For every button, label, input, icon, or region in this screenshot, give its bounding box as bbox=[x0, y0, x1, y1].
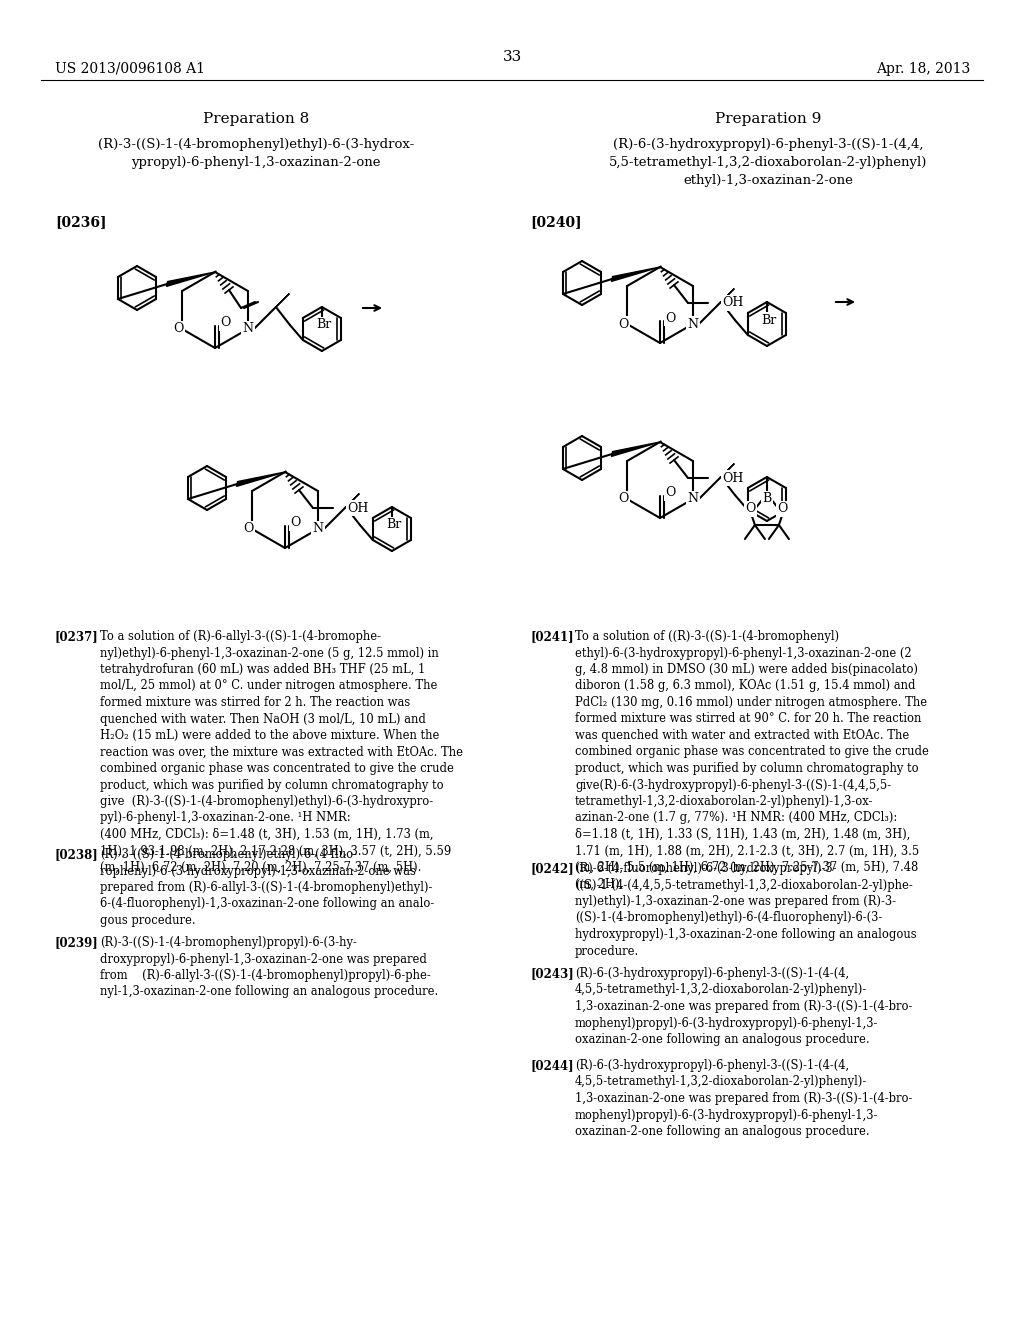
Text: O: O bbox=[777, 503, 788, 516]
Text: OH: OH bbox=[722, 297, 743, 309]
Text: Apr. 18, 2013: Apr. 18, 2013 bbox=[876, 62, 970, 77]
Polygon shape bbox=[166, 272, 215, 286]
Text: Br: Br bbox=[761, 314, 776, 326]
Polygon shape bbox=[721, 289, 734, 302]
Text: [0241]: [0241] bbox=[530, 630, 573, 643]
Polygon shape bbox=[275, 293, 290, 308]
Polygon shape bbox=[237, 473, 285, 487]
Text: [0239]: [0239] bbox=[55, 936, 98, 949]
Text: (R)-6-(3-hydroxypropyl)-6-phenyl-3-((S)-1-(4-(4,
4,5,5-tetramethyl-1,3,2-dioxabo: (R)-6-(3-hydroxypropyl)-6-phenyl-3-((S)-… bbox=[575, 1059, 912, 1138]
Polygon shape bbox=[611, 267, 660, 281]
Text: N: N bbox=[687, 318, 698, 330]
Text: (R)-6-(4-fluorophenyl)-6-(3-hydroxypropyl)-3-
((S)-1-(4-(4,4,5,5-tetramethyl-1,3: (R)-6-(4-fluorophenyl)-6-(3-hydroxypropy… bbox=[575, 862, 916, 957]
Text: Br: Br bbox=[316, 318, 332, 331]
Text: O: O bbox=[290, 516, 300, 529]
Text: [0244]: [0244] bbox=[530, 1059, 573, 1072]
Text: Preparation 9: Preparation 9 bbox=[715, 112, 821, 125]
Text: [0240]: [0240] bbox=[530, 215, 582, 228]
Text: O: O bbox=[243, 523, 253, 536]
Polygon shape bbox=[346, 494, 359, 507]
Text: OH: OH bbox=[722, 471, 743, 484]
Text: O: O bbox=[745, 503, 756, 516]
Text: 33: 33 bbox=[503, 50, 521, 63]
Text: [0243]: [0243] bbox=[530, 968, 573, 979]
Text: OH: OH bbox=[347, 502, 369, 515]
Text: (R)-3-((S)-1-(4-bromophenyl)ethyl)-6-(4-fluo-
rophenyl)-6-(3-hydroxypropyl)-1,3-: (R)-3-((S)-1-(4-bromophenyl)ethyl)-6-(4-… bbox=[100, 847, 434, 927]
Text: (R)-6-(3-hydroxypropyl)-6-phenyl-3-((S)-1-(4,4,
5,5-tetramethyl-1,3,2-dioxaborol: (R)-6-(3-hydroxypropyl)-6-phenyl-3-((S)-… bbox=[609, 139, 927, 187]
Text: N: N bbox=[312, 523, 324, 536]
Text: (R)-6-(3-hydroxypropyl)-6-phenyl-3-((S)-1-(4-(4,
4,5,5-tetramethyl-1,3,2-dioxabo: (R)-6-(3-hydroxypropyl)-6-phenyl-3-((S)-… bbox=[575, 968, 912, 1045]
Text: [0237]: [0237] bbox=[55, 630, 98, 643]
Text: N: N bbox=[687, 492, 698, 506]
Polygon shape bbox=[721, 463, 734, 477]
Text: O: O bbox=[617, 492, 629, 506]
Text: O: O bbox=[173, 322, 183, 335]
Text: Preparation 8: Preparation 8 bbox=[203, 112, 309, 125]
Text: O: O bbox=[665, 312, 675, 325]
Text: [0242]: [0242] bbox=[530, 862, 573, 875]
Text: US 2013/0096108 A1: US 2013/0096108 A1 bbox=[55, 62, 205, 77]
Text: O: O bbox=[665, 487, 675, 499]
Text: To a solution of ((R)-3-((S)-1-(4-bromophenyl)
ethyl)-6-(3-hydroxypropyl)-6-phen: To a solution of ((R)-3-((S)-1-(4-bromop… bbox=[575, 630, 929, 891]
Text: [0238]: [0238] bbox=[55, 847, 98, 861]
Text: (R)-3-((S)-1-(4-bromophenyl)ethyl)-6-(3-hydrox-
ypropyl)-6-phenyl-1,3-oxazinan-2: (R)-3-((S)-1-(4-bromophenyl)ethyl)-6-(3-… bbox=[98, 139, 414, 169]
Polygon shape bbox=[611, 442, 660, 457]
Text: To a solution of (R)-6-allyl-3-((S)-1-(4-bromophe-
nyl)ethyl)-6-phenyl-1,3-oxazi: To a solution of (R)-6-allyl-3-((S)-1-(4… bbox=[100, 630, 463, 874]
Text: [0236]: [0236] bbox=[55, 215, 106, 228]
Text: N: N bbox=[243, 322, 253, 335]
Text: Br: Br bbox=[386, 519, 401, 532]
Text: (R)-3-((S)-1-(4-bromophenyl)propyl)-6-(3-hy-
droxypropyl)-6-phenyl-1,3-oxazinan-: (R)-3-((S)-1-(4-bromophenyl)propyl)-6-(3… bbox=[100, 936, 438, 998]
Text: O: O bbox=[617, 318, 629, 330]
Text: O: O bbox=[220, 317, 230, 330]
Text: B: B bbox=[762, 492, 771, 506]
